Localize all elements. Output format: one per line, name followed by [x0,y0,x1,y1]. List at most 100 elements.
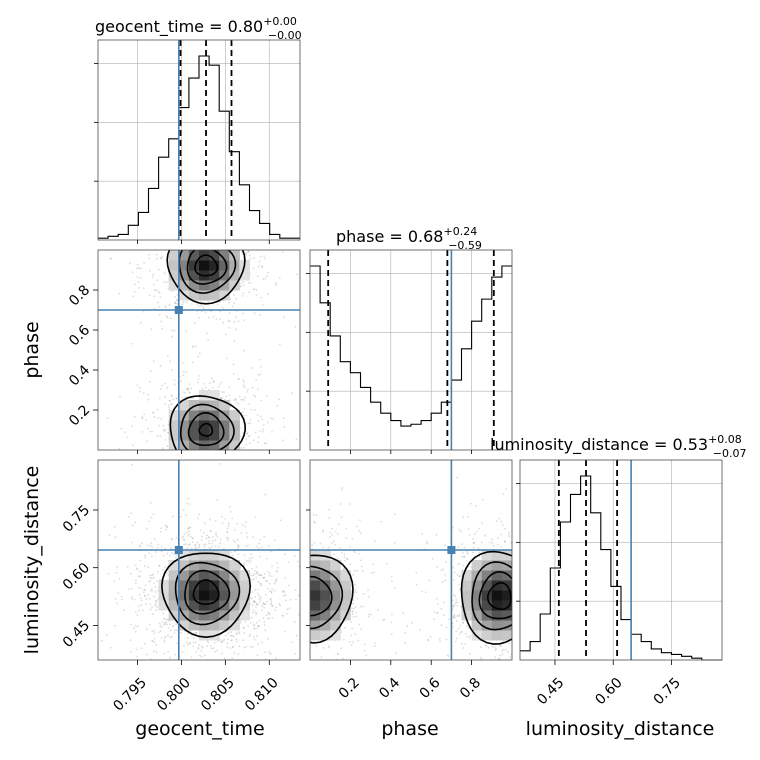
scatter-point [236,522,239,525]
scatter-point [206,479,208,481]
scatter-point [230,478,232,480]
scatter-point [252,267,255,270]
density-cell [491,590,503,601]
scatter-point [241,294,244,297]
scatter-point [256,603,259,606]
scatter-point [243,381,245,383]
scatter-point [548,583,550,585]
scatter-point [517,602,519,604]
scatter-point [188,526,191,529]
scatter-point [506,711,508,713]
scatter-point [211,215,213,217]
scatter-point [265,557,268,560]
scatter-point [354,551,356,554]
scatter-point [251,646,254,648]
scatter-point [165,635,167,638]
scatter-point [297,585,299,587]
scatter-point [160,546,163,548]
scatter-point [265,656,267,658]
scatter-point [176,302,179,305]
scatter-point [330,688,332,690]
scatter-point [340,516,343,519]
scatter-point [188,383,191,386]
scatter-point [184,206,186,208]
frame-geocent_time-phase [97,249,301,451]
scatter-point [265,593,267,596]
density-cell [491,580,503,591]
density-cell [188,440,200,450]
scatter-point [214,205,216,207]
scatter-point [131,463,133,466]
scatter-point [275,284,278,286]
scatter-point [165,306,168,309]
scatter-point [136,568,139,571]
scatter-point [264,603,267,606]
scatter-point [296,577,298,579]
scatter-point [137,605,140,608]
scatter-point [241,312,244,315]
scatter-point [288,584,290,587]
scatter-point [186,240,188,242]
scatter-point [544,545,546,547]
scatter-point [296,583,298,585]
scatter-point [277,512,279,514]
scatter-point [187,241,189,243]
scatter-point [117,592,120,595]
scatter-point [182,301,185,304]
scatter-point [580,607,582,609]
scatter-point [219,318,221,321]
scatter-point [167,626,170,629]
scatter-point [215,216,217,218]
scatter-point [323,665,325,667]
scatter-point [257,643,259,646]
scatter-point [374,642,377,645]
scatter-point [182,374,185,377]
scatter-point [260,571,262,573]
density-cell [310,630,321,641]
scatter-point [282,417,285,420]
scatter-point [209,529,212,532]
scatter-point [564,648,566,650]
scatter-point [206,332,208,335]
scatter-point [516,568,518,570]
scatter-point [258,260,261,263]
scatter-point [358,519,361,522]
scatter-point [261,454,263,456]
scatter-point [187,389,190,392]
scatter-point [192,537,194,540]
density-cell [491,620,503,631]
scatter-point [153,629,156,632]
scatter-point [154,604,157,607]
scatter-point [208,222,210,224]
scatter-point [231,646,234,649]
scatter-point [262,576,265,579]
scatter-point [223,657,226,660]
scatter-point [139,545,142,548]
scatter-point [176,294,179,296]
scatter-point [253,219,255,221]
scatter-point [269,598,272,601]
density-cell [199,390,210,401]
scatter-point [534,644,536,646]
scatter-point [200,310,203,313]
density-cell [168,580,180,591]
scatter-point [431,557,434,560]
scatter-point [232,373,235,375]
scatter-point [539,573,541,575]
scatter-point [150,516,153,519]
scatter-point [243,463,245,465]
scatter-point [227,218,229,220]
scatter-point [297,594,300,597]
scatter-point [169,636,172,639]
density-cell [178,400,190,411]
scatter-point [268,612,271,615]
scatter-point [297,613,300,616]
scatter-point [280,458,282,460]
scatter-point [285,604,287,606]
scatter-point [160,515,162,517]
scatter-point [262,617,265,619]
scatter-point [497,543,499,546]
scatter-point [457,627,460,630]
scatter-point [227,638,230,641]
scatter-point [162,430,165,432]
